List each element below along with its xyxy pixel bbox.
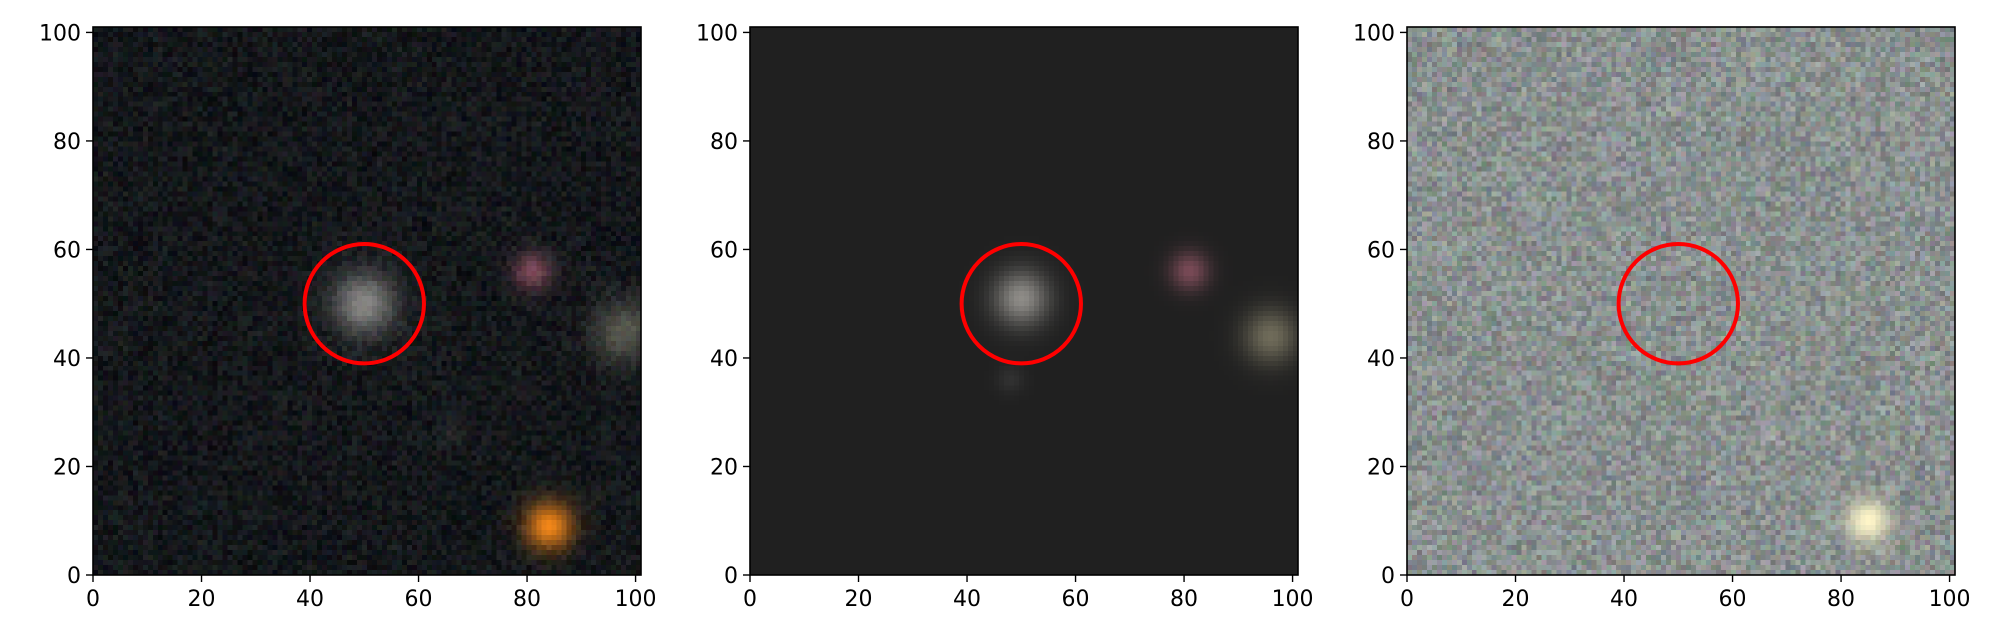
x-tick-label: 60 — [1719, 587, 1747, 612]
x-tick-label: 100 — [615, 587, 657, 612]
x-tick-label: 80 — [1170, 587, 1198, 612]
y-tick-label: 40 — [710, 347, 738, 372]
x-tick-label: 80 — [513, 587, 541, 612]
y-tick-label: 100 — [39, 21, 81, 46]
x-tick-label: 0 — [743, 587, 757, 612]
x-tick-label: 40 — [953, 587, 981, 612]
y-tick-label: 80 — [1367, 130, 1395, 155]
x-tick-label: 60 — [1062, 587, 1090, 612]
y-tick-label: 40 — [1367, 347, 1395, 372]
x-tick-label: 80 — [1827, 587, 1855, 612]
y-tick-label: 20 — [710, 455, 738, 480]
x-tick-label: 0 — [86, 587, 100, 612]
y-tick-label: 80 — [710, 130, 738, 155]
target-circle — [302, 242, 426, 366]
image-raster — [750, 27, 1298, 575]
axes-frame — [92, 26, 642, 576]
x-tick-label: 20 — [188, 587, 216, 612]
axes-frame — [1406, 26, 1956, 576]
x-tick-label: 20 — [845, 587, 873, 612]
x-tick-label: 40 — [296, 587, 324, 612]
image-raster — [1407, 27, 1955, 575]
target-circle — [1616, 242, 1740, 366]
y-tick-label: 0 — [724, 564, 738, 589]
target-circle — [959, 242, 1083, 366]
x-tick-label: 0 — [1400, 587, 1414, 612]
y-tick-label: 60 — [53, 238, 81, 263]
axes-frame — [749, 26, 1299, 576]
x-tick-label: 100 — [1929, 587, 1971, 612]
y-tick-label: 60 — [1367, 238, 1395, 263]
y-tick-label: 80 — [53, 130, 81, 155]
y-tick-label: 0 — [67, 564, 81, 589]
y-tick-label: 20 — [1367, 455, 1395, 480]
y-tick-label: 20 — [53, 455, 81, 480]
y-tick-label: 100 — [1353, 21, 1395, 46]
y-tick-label: 0 — [1381, 564, 1395, 589]
y-tick-label: 60 — [710, 238, 738, 263]
panel-observed-image: 0 20 40 60 80 100 0 20 40 60 80 100 — [39, 21, 657, 612]
image-raster — [93, 27, 641, 575]
x-tick-label: 100 — [1272, 587, 1314, 612]
x-tick-label: 40 — [1610, 587, 1638, 612]
x-tick-label: 60 — [405, 587, 433, 612]
y-tick-label: 100 — [696, 21, 738, 46]
panel-residual-image: 0 20 40 60 80 100 0 20 40 60 80 100 — [1353, 21, 1971, 612]
panel-model-image: 0 20 40 60 80 100 0 20 40 60 80 100 — [696, 21, 1314, 612]
y-tick-label: 40 — [53, 347, 81, 372]
x-tick-label: 20 — [1502, 587, 1530, 612]
